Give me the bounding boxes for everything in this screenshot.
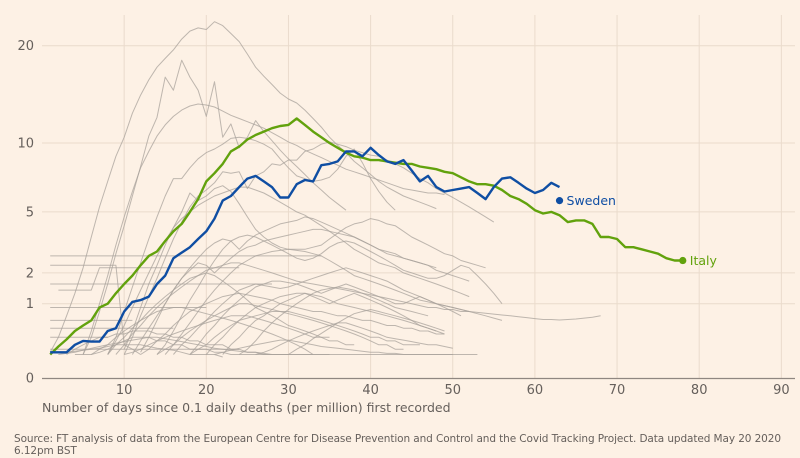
x-tick-label: 60	[527, 383, 544, 398]
background-country-lines	[49, 21, 601, 358]
x-tick-label: 10	[116, 383, 133, 398]
background-series-line	[156, 234, 503, 355]
y-tick-label: 0	[26, 372, 34, 387]
y-tick-label: 1	[26, 297, 34, 312]
y-tick-label: 2	[26, 266, 34, 281]
background-series-line	[205, 292, 445, 355]
x-tick-label: 20	[198, 383, 215, 398]
y-tick-label: 5	[26, 205, 34, 220]
italy-line	[49, 117, 683, 356]
background-series-line	[189, 311, 420, 355]
background-series-line	[107, 272, 330, 355]
x-tick-label: 50	[444, 383, 461, 398]
source-note: Source: FT analysis of data from the Eur…	[14, 433, 781, 457]
background-series-line	[255, 322, 453, 355]
axes: 0 1 2 5 10 20 10 20 30 40 50 60 70 80 90	[17, 39, 795, 398]
background-series-line	[82, 103, 445, 355]
background-series-line	[131, 228, 437, 355]
background-series-line	[288, 309, 445, 355]
y-tick-label: 10	[17, 137, 34, 152]
background-series-line	[49, 21, 437, 353]
background-series-line	[214, 339, 478, 355]
sweden-line	[50, 146, 561, 354]
background-series-line	[58, 336, 453, 355]
background-series-line	[107, 136, 396, 355]
x-tick-label: 70	[609, 383, 626, 398]
x-tick-label: 90	[773, 383, 790, 398]
italy-end-marker	[679, 256, 687, 265]
background-series-line	[140, 292, 445, 355]
sweden-end-marker	[555, 197, 564, 205]
chart: Italy Sweden 0 1 2 5 10 20 10 20 30 40 50 60 70 80 90 N…	[17, 15, 795, 415]
x-axis-title: Number of days since 0.1 daily deaths (p…	[42, 400, 451, 415]
background-series-line	[238, 286, 429, 355]
background-series-line	[189, 280, 462, 355]
italy-label: Italy	[690, 253, 718, 268]
y-tick-label: 20	[17, 39, 34, 54]
x-tick-label: 30	[280, 383, 297, 398]
x-tick-label: 40	[362, 383, 379, 398]
sweden-label: Sweden	[567, 193, 616, 208]
background-series-line	[82, 59, 347, 355]
gridlines	[42, 15, 795, 378]
background-series-line	[123, 141, 495, 355]
x-tick-label: 80	[691, 383, 708, 398]
highlighted-country-lines: Italy Sweden	[49, 117, 718, 356]
background-series-line	[140, 216, 470, 353]
background-series-line	[50, 344, 223, 358]
background-series-line	[123, 185, 486, 350]
